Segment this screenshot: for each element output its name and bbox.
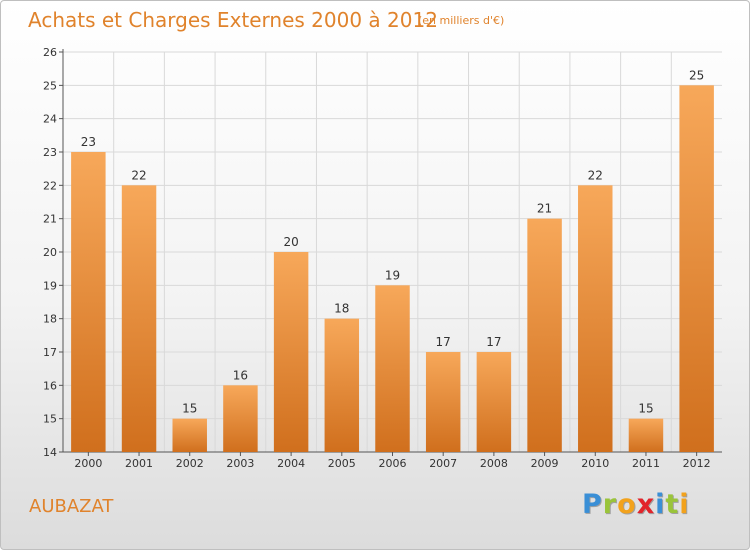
x-tick-label-2003: 2003 <box>226 457 254 470</box>
proxiti-logo[interactable]: Proxiti <box>582 489 690 520</box>
value-label-2003: 16 <box>233 368 248 382</box>
value-label-2007: 17 <box>436 335 451 349</box>
value-label-2001: 22 <box>131 168 146 182</box>
x-tick-label-2008: 2008 <box>480 457 508 470</box>
y-tick-label-19: 19 <box>43 279 57 292</box>
x-tick-label-2004: 2004 <box>277 457 305 470</box>
logo-letter-6: i <box>679 489 690 520</box>
bar-2002 <box>172 418 207 452</box>
value-label-2000: 23 <box>81 135 96 149</box>
logo-letter-1: r <box>602 489 618 520</box>
y-tick-label-26: 26 <box>43 46 57 59</box>
x-tick-label-2006: 2006 <box>379 457 407 470</box>
bar-2005 <box>324 318 360 452</box>
x-tick-label-2001: 2001 <box>125 457 153 470</box>
bars <box>71 85 714 453</box>
value-label-2011: 15 <box>638 402 653 416</box>
bar-2000 <box>71 152 106 452</box>
y-tick-label-21: 21 <box>43 213 57 226</box>
y-tick-label-15: 15 <box>43 413 57 426</box>
bar-2012 <box>679 85 714 452</box>
labels: 14 15 16 17 18 19 20 21 22 23 24 25 26 23 2000 22 2001 15… <box>43 46 711 470</box>
town-name: AUBAZAT <box>29 496 114 517</box>
x-tick-label-2010: 2010 <box>581 457 609 470</box>
value-label-2009: 21 <box>537 202 552 216</box>
chart-title: Achats et Charges Externes 2000 à 2012 <box>28 8 438 32</box>
bar-2004 <box>273 252 309 452</box>
y-tick-label-23: 23 <box>43 146 57 159</box>
x-tick-label-2011: 2011 <box>632 457 660 470</box>
x-tick-label-2005: 2005 <box>328 457 356 470</box>
y-tick-label-18: 18 <box>43 313 57 326</box>
y-tick-label-16: 16 <box>43 379 57 392</box>
x-tick-label-2002: 2002 <box>176 457 204 470</box>
bar-2009 <box>527 218 562 452</box>
y-tick-label-25: 25 <box>43 79 57 92</box>
value-label-2002: 15 <box>182 402 197 416</box>
chart-unit: (en milliers d'€) <box>418 14 505 27</box>
y-tick-label-20: 20 <box>43 246 57 259</box>
logo-letter-4: i <box>655 489 666 520</box>
x-tick-label-2012: 2012 <box>683 457 711 470</box>
y-tick-label-24: 24 <box>43 113 57 126</box>
logo-letter-5: t <box>665 489 680 520</box>
value-label-2004: 20 <box>283 235 298 249</box>
x-tick-label-2009: 2009 <box>531 457 559 470</box>
logo-letter-2: o <box>617 489 637 520</box>
bar-2008 <box>476 352 512 452</box>
bar-2006 <box>375 285 410 452</box>
x-tick-label-2000: 2000 <box>74 457 102 470</box>
x-tick-label-2007: 2007 <box>429 457 457 470</box>
value-label-2006: 19 <box>385 268 400 282</box>
logo-letter-3: x <box>636 489 656 520</box>
y-tick-label-14: 14 <box>43 446 57 459</box>
bar-2003 <box>223 385 258 452</box>
value-label-2008: 17 <box>486 335 501 349</box>
bar-2007 <box>425 352 461 452</box>
value-label-2010: 22 <box>588 168 603 182</box>
y-tick-label-17: 17 <box>43 346 57 359</box>
y-tick-label-22: 22 <box>43 179 57 192</box>
bar-2001 <box>121 185 157 453</box>
value-label-2005: 18 <box>334 302 349 316</box>
bar-2010 <box>578 185 613 453</box>
value-label-2012: 25 <box>689 68 704 82</box>
logo-letter-0: P <box>582 489 603 520</box>
bar-2011 <box>628 418 664 452</box>
